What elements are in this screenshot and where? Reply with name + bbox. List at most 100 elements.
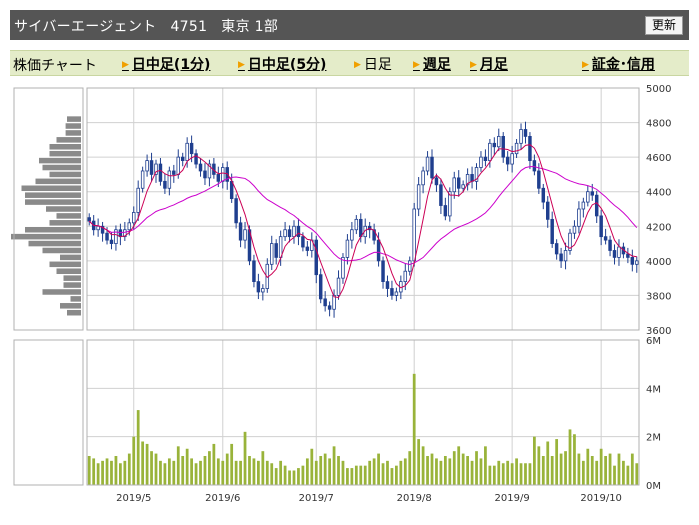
volume-bar [270,463,274,485]
candle-body [412,208,416,262]
volume-bar [368,460,372,485]
volume-bar [341,460,345,485]
candle-body [421,170,425,186]
price-tick-label: 4800 [646,119,671,130]
volume-bar [96,463,100,485]
stock-title: サイバーエージェント 4751 東京 1部 [14,16,292,36]
price-tick-label: 4600 [646,153,671,164]
candle-body [376,239,381,262]
volume-bar [399,460,403,485]
profile-bar [49,150,81,157]
candle-body [408,260,412,272]
volume-bar [617,453,621,485]
volume-bar [310,448,314,485]
candle-body [207,163,212,179]
volume-bar [305,458,309,485]
volume-bar [346,468,349,485]
tab-margin[interactable]: ▶ 証金･信用 [582,54,655,74]
volume-bar [630,453,634,485]
volume-bar [332,446,336,485]
profile-bar [63,282,81,288]
candle-body [314,239,318,276]
volume-bar [417,439,421,485]
candle-body [537,170,541,189]
candle-body [608,239,612,251]
candle-body [243,229,247,241]
volume-bar [301,465,305,485]
volume-bar [283,465,287,485]
volume-bar [595,460,599,485]
candle-body [448,191,452,217]
candle-body [532,160,537,172]
volume-bar [403,458,407,485]
volume-bar [488,465,492,485]
volume-tick-label: 6M [646,336,661,347]
candle-body [189,142,194,155]
candle-body [105,232,109,241]
profile-bar [60,303,81,309]
candle-body [270,243,274,265]
volume-bar [354,465,358,485]
volume-bar [159,460,162,485]
volume-bar [608,453,612,485]
volume-bar [279,460,283,485]
volume-bar [604,456,607,485]
candle-body [154,163,158,175]
candle-body [514,142,519,155]
volume-bar [510,463,514,485]
arrow-icon: ▶ [122,60,129,70]
volume-bar [573,434,576,485]
candle-body [554,243,559,255]
candle-body [612,250,617,258]
tab-intraday-1min[interactable]: ▶ 日中足(1分) [122,54,210,74]
x-tick-label: 2019/8 [397,493,432,504]
volume-bar [243,431,247,485]
candle-body [461,184,465,189]
volume-bar [537,446,541,485]
volume-frame [86,339,640,486]
x-tick-label: 2019/10 [580,493,622,504]
volume-bar [568,429,572,485]
price-tick-label: 4200 [646,222,671,233]
refresh-button[interactable]: 更新 [645,16,683,35]
candle-body [586,191,590,203]
volume-bar [439,460,443,485]
profile-bar [65,130,81,136]
volume-bar [448,458,452,485]
arrow-icon: ▶ [354,60,361,70]
tab-monthly[interactable]: ▶ 月足 [470,54,508,74]
arrow-icon: ▶ [582,60,589,70]
candle-body [492,142,497,148]
candle-body [617,246,621,258]
volume-bar [524,463,527,485]
volume-bar [363,465,367,485]
tab-intraday-5min[interactable]: ▶ 日中足(5分) [238,54,326,74]
x-tick-label: 2019/5 [116,493,151,504]
volume-bar [372,458,376,485]
candle-body [572,225,577,234]
volume-bar [590,456,594,485]
volume-bar [87,456,91,485]
profile-bar [25,199,81,205]
volume-bar [412,373,416,485]
tab-weekly[interactable]: ▶ 週足 [413,54,451,74]
volume-bar [123,460,127,485]
volume-tick-label: 0M [646,481,661,492]
volume-bar [426,456,429,485]
candle-body [100,225,105,234]
volume-bar [288,470,291,485]
candle-body [234,198,238,224]
volume-bar [546,441,550,485]
candle-body [185,142,189,162]
volume-bar [577,453,581,485]
volume-bar [559,453,563,485]
profile-bar [49,144,81,150]
x-tick-label: 2019/9 [495,493,530,504]
market-name: 東京 1部 [221,19,279,35]
candle-body [425,156,430,172]
volume-bar [292,470,296,485]
volume-profile [11,88,83,330]
candle-body [359,218,363,238]
candle-body [563,250,568,262]
